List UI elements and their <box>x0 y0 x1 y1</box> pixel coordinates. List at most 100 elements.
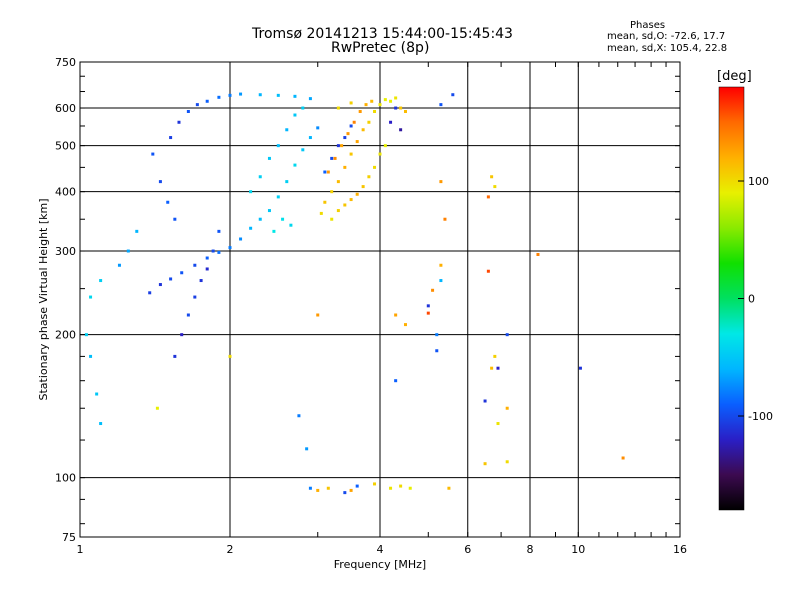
echo-point <box>169 136 173 140</box>
echo-point <box>355 192 359 196</box>
echo-point <box>301 106 305 110</box>
echo-point <box>349 124 353 128</box>
echo-point <box>361 185 365 189</box>
x-tick-label: 10 <box>571 543 585 556</box>
echo-point <box>447 486 451 490</box>
echo-point <box>239 237 243 241</box>
echo-point <box>496 422 500 426</box>
echo-point <box>239 92 243 96</box>
echo-point <box>316 313 320 317</box>
echo-point <box>349 101 353 105</box>
grid-lines <box>80 62 680 537</box>
echo-point <box>352 120 356 124</box>
echo-point <box>536 252 540 256</box>
echo-point <box>89 295 93 299</box>
echo-point <box>276 93 280 97</box>
echo-point <box>483 399 487 403</box>
echo-point <box>364 103 368 107</box>
echo-point <box>399 128 403 132</box>
echo-point <box>205 99 209 103</box>
echo-point <box>228 93 232 97</box>
echo-point <box>272 229 276 233</box>
echo-point <box>505 333 509 337</box>
colorbar-unit-label: [deg] <box>717 69 752 84</box>
echo-point <box>493 185 497 189</box>
echo-point <box>505 406 509 410</box>
echo-point <box>431 288 435 292</box>
echo-point <box>435 349 439 353</box>
echo-point <box>217 95 221 99</box>
echo-point <box>177 120 181 124</box>
echo-point <box>349 488 353 492</box>
x-tick-label: 8 <box>527 543 534 556</box>
echo-point <box>408 486 412 490</box>
y-tick-label: 200 <box>55 329 76 342</box>
echo-point <box>394 96 398 100</box>
echo-point <box>217 229 221 233</box>
y-tick-label: 75 <box>62 531 76 544</box>
y-tick-label: 750 <box>55 56 76 69</box>
echo-point <box>336 180 340 184</box>
echo-point <box>258 93 262 97</box>
x-tick-label: 4 <box>377 543 384 556</box>
x-tick-label: 2 <box>227 543 234 556</box>
echo-point <box>199 279 203 283</box>
echo-point <box>258 217 262 221</box>
echo-point <box>316 126 320 130</box>
echo-point <box>403 109 407 113</box>
echo-point <box>330 156 334 160</box>
echo-point <box>355 484 359 488</box>
echo-point <box>95 392 99 396</box>
echo-point <box>117 263 121 267</box>
echo-point <box>285 180 289 184</box>
y-tick-label: 100 <box>55 472 76 485</box>
echo-point <box>333 156 337 160</box>
echo-point <box>323 200 327 204</box>
echo-point <box>451 93 455 97</box>
echo-points <box>84 92 625 495</box>
echo-point <box>305 447 309 451</box>
echo-point <box>426 304 430 308</box>
echo-point <box>394 379 398 383</box>
echo-point <box>355 140 359 144</box>
echo-point <box>378 103 382 107</box>
colorbar-ticks: 100 0 -100 <box>738 175 773 423</box>
echo-point <box>439 263 443 267</box>
phase-stats-x-mode: mean, sd,X: 105.4, 22.8 <box>607 43 728 54</box>
echo-point <box>435 333 439 337</box>
echo-point <box>399 484 403 488</box>
echo-point <box>389 120 393 124</box>
echo-point <box>180 271 184 275</box>
chart-title: Tromsø 20141213 15:44:00-15:45:43 <box>252 26 513 42</box>
echo-point <box>166 200 170 204</box>
echo-point <box>205 267 209 271</box>
y-tick-label: 300 <box>55 245 76 258</box>
echo-point <box>361 128 365 132</box>
echo-point <box>267 209 271 213</box>
y-tick-label: 600 <box>55 102 76 115</box>
echo-point <box>439 180 443 184</box>
echo-point <box>173 217 177 221</box>
echo-point <box>336 106 340 110</box>
echo-point <box>308 486 312 490</box>
echo-point <box>323 170 327 174</box>
echo-point <box>370 99 374 103</box>
echo-point <box>151 152 155 156</box>
echo-point <box>505 460 509 464</box>
echo-point <box>426 311 430 315</box>
echo-point <box>285 128 289 132</box>
echo-point <box>169 277 173 281</box>
colorbar-tick-label: -100 <box>748 410 773 423</box>
echo-point <box>258 175 262 179</box>
echo-point <box>383 144 387 148</box>
y-axis-ticks: 75 100 200 300 400 500 600 750 <box>55 56 680 544</box>
echo-point <box>483 462 487 466</box>
echo-point <box>135 229 139 233</box>
echo-point <box>443 217 447 221</box>
echo-point <box>367 175 371 179</box>
echo-point <box>276 195 280 199</box>
echo-point <box>217 250 221 254</box>
echo-point <box>330 217 334 221</box>
echo-point <box>336 209 340 213</box>
